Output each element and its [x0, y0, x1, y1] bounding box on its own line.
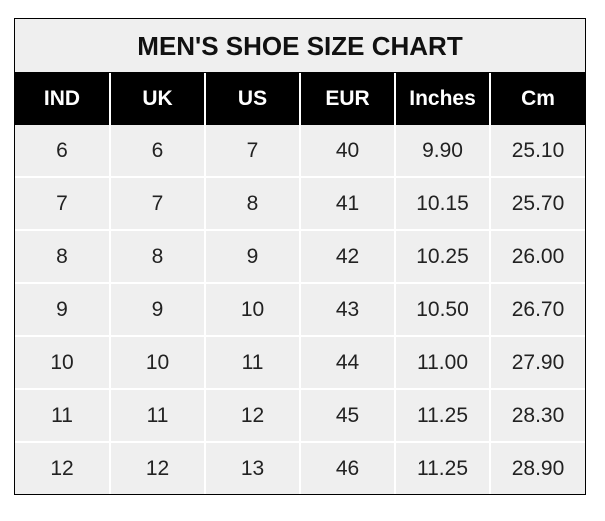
header-row: IND UK US EUR Inches Cm	[15, 73, 585, 125]
cell-cm: 25.10	[489, 125, 585, 177]
cell-eur: 41	[299, 176, 395, 230]
cell-us: 11	[204, 335, 300, 389]
cell-inches: 11.25	[394, 388, 490, 442]
cell-cm: 28.30	[489, 388, 585, 442]
table-row: 6 6 7 40 9.90 25.10	[15, 125, 585, 177]
column-header-eur: EUR	[299, 73, 395, 125]
cell-cm: 27.90	[489, 335, 585, 389]
cell-eur: 42	[299, 229, 395, 283]
cell-inches: 11.25	[394, 441, 490, 494]
table-row: 11 11 12 45 11.25 28.30	[15, 388, 585, 442]
shoe-size-chart: MEN'S SHOE SIZE CHART IND UK US EUR Inches Cm…	[14, 18, 586, 495]
table-row: 7 7 8 41 10.15 25.70	[15, 176, 585, 230]
table-row: 8 8 9 42 10.25 26.00	[15, 229, 585, 283]
cell-uk: 6	[109, 125, 205, 177]
cell-ind: 6	[56, 138, 68, 162]
cell-cm: 26.00	[489, 229, 585, 283]
column-header-inches: Inches	[394, 73, 490, 125]
cell-us: 12	[204, 388, 300, 442]
cell-cm: 25.70	[489, 176, 585, 230]
cell-eur: 44	[299, 335, 395, 389]
cell-inches: 9.90	[394, 125, 490, 177]
cell-eur: 46	[299, 441, 395, 494]
cell-us: 10	[204, 282, 300, 336]
cell-inches: 10.50	[394, 282, 490, 336]
cell-uk: 11	[109, 388, 205, 442]
cell-us: 13	[204, 441, 300, 494]
cell-uk: 12	[109, 441, 205, 494]
cell-eur: 43	[299, 282, 395, 336]
cell-uk: 10	[109, 335, 205, 389]
cell-uk: 7	[109, 176, 205, 230]
cell-inches: 10.15	[394, 176, 490, 230]
table-row: 12 12 13 46 11.25 28.90	[15, 441, 585, 494]
table-row: 9 9 10 43 10.50 26.70	[15, 282, 585, 336]
cell-uk: 9	[109, 282, 205, 336]
chart-title: MEN'S SHOE SIZE CHART	[15, 19, 585, 73]
cell-cm: 28.90	[489, 441, 585, 494]
cell-us: 9	[204, 229, 300, 283]
table-row: 10 10 11 44 11.00 27.90	[15, 335, 585, 389]
cell-ind: 7	[15, 176, 110, 230]
column-header-us: US	[204, 73, 300, 125]
cell-ind: 10	[15, 335, 110, 389]
cell-eur: 45	[299, 388, 395, 442]
cell-inches: 11.00	[394, 335, 490, 389]
cell-ind: 11	[15, 388, 110, 442]
cell-inches: 10.25	[394, 229, 490, 283]
cell-us: 7	[204, 125, 300, 177]
cell-eur: 40	[299, 125, 395, 177]
column-header-uk: UK	[109, 73, 205, 125]
cell-ind: 12	[15, 441, 110, 494]
cell-ind: 9	[15, 282, 110, 336]
size-table: IND UK US EUR Inches Cm 6 6 7 40 9.90 25.10 7 7 8 41 10…	[15, 73, 585, 494]
cell-ind: 8	[15, 229, 110, 283]
column-header-ind: IND	[15, 73, 110, 125]
cell-cm: 26.70	[489, 282, 585, 336]
column-header-cm: Cm	[489, 73, 585, 125]
cell-uk: 8	[109, 229, 205, 283]
cell-us: 8	[204, 176, 300, 230]
